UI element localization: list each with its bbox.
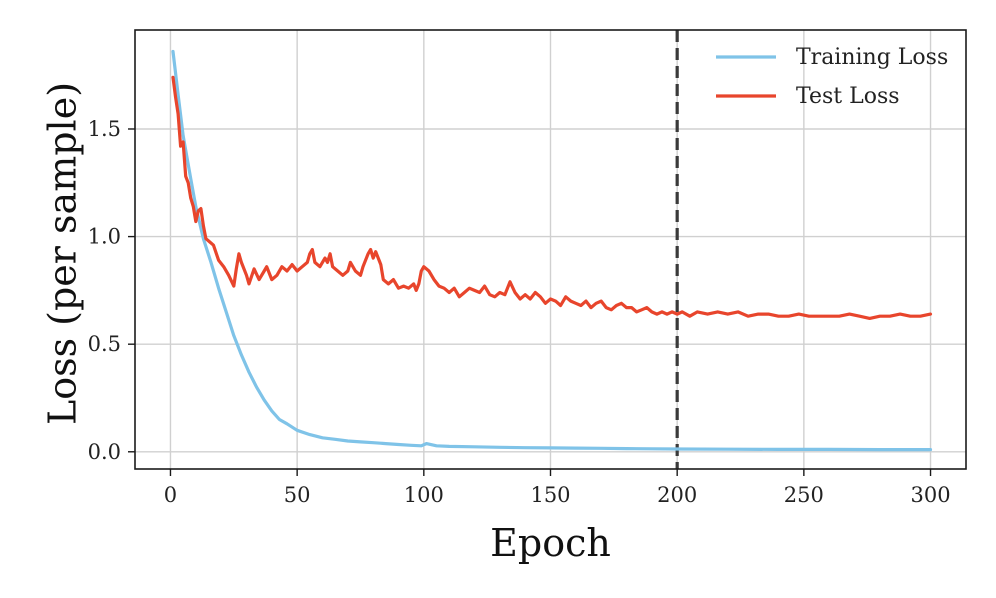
x-tick-label: 300 bbox=[910, 483, 950, 507]
series-layer bbox=[171, 49, 933, 452]
test-loss-line bbox=[171, 75, 933, 320]
y-axis-title: Loss (per sample) bbox=[40, 82, 84, 425]
x-axis-title: Epoch bbox=[490, 521, 611, 565]
legend-label-test-loss: Test Loss bbox=[796, 84, 900, 109]
x-tick-label: 50 bbox=[284, 483, 311, 507]
y-tick-label: 0.0 bbox=[88, 440, 121, 464]
y-tick-label: 1.5 bbox=[88, 117, 121, 141]
x-axis-ticks: 0 50 100 150 200 250 300 bbox=[164, 469, 951, 507]
x-tick-label: 250 bbox=[784, 483, 824, 507]
training-loss-line bbox=[171, 49, 933, 452]
x-tick-label: 150 bbox=[530, 483, 570, 507]
y-axis-ticks: 0.0 0.5 1.0 1.5 bbox=[88, 117, 135, 464]
legend-label-training-loss: Training Loss bbox=[796, 45, 948, 70]
x-tick-label: 100 bbox=[404, 483, 444, 507]
x-tick-label: 0 bbox=[164, 483, 177, 507]
legend: Training Loss Test Loss bbox=[716, 45, 948, 109]
y-tick-label: 0.5 bbox=[88, 332, 121, 356]
x-tick-label: 200 bbox=[657, 483, 697, 507]
y-tick-label: 1.0 bbox=[88, 225, 121, 249]
